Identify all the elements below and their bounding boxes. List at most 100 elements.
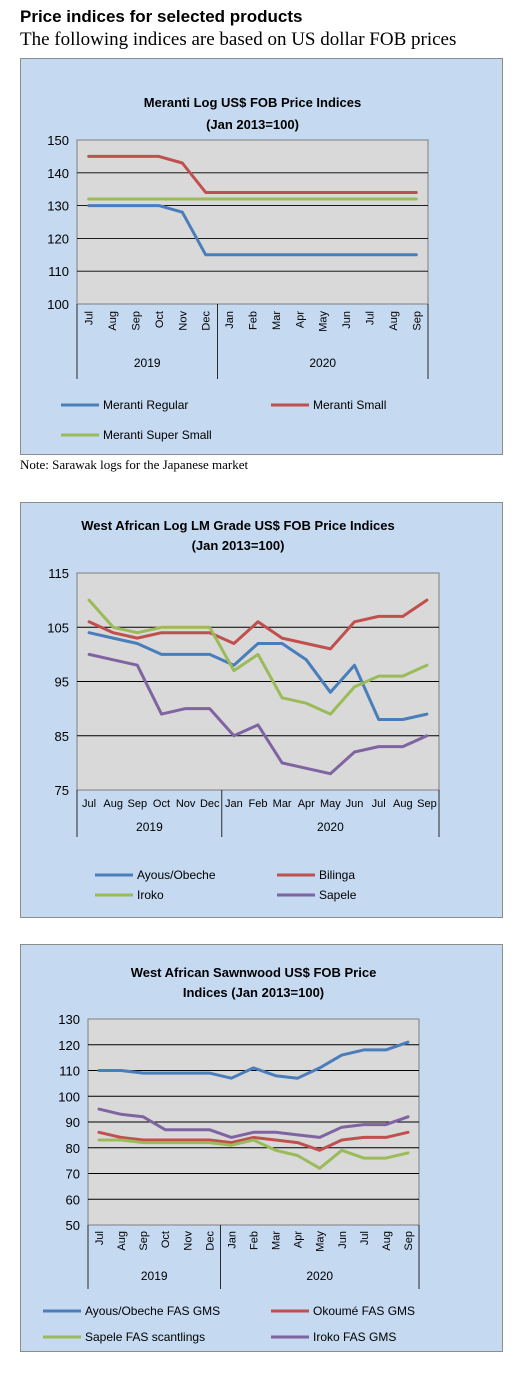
legend-label: Iroko FAS GMS <box>313 1330 396 1344</box>
x-tick-label: Aug <box>103 798 123 810</box>
x-tick-label: Dec <box>201 311 213 331</box>
x-tick-label: Sep <box>138 1231 150 1251</box>
legend-label: Sapele FAS scantlings <box>85 1330 205 1344</box>
x-tick-label: Mar <box>271 1231 283 1250</box>
x-tick-label: Aug <box>388 311 400 331</box>
x-tick-label: Jul <box>372 798 386 810</box>
x-tick-label: May <box>318 311 330 332</box>
legend-label: Meranti Small <box>313 398 386 412</box>
series-line-2 <box>87 154 418 194</box>
x-tick-label: Jul <box>94 1231 106 1245</box>
series-line-1 <box>97 1040 410 1080</box>
series-line-4 <box>87 652 429 776</box>
x-tick-label: Mar <box>271 311 283 330</box>
y-tick-label: 130 <box>47 199 69 214</box>
x-tick-label: Dec <box>204 1231 216 1251</box>
page-subheading: The following indices are based on US do… <box>20 29 457 50</box>
y-tick-label: 60 <box>66 1192 80 1207</box>
year-label: 2020 <box>306 1269 333 1283</box>
chart-title-line: (Jan 2013=100) <box>192 538 285 553</box>
chart-title-line: (Jan 2013=100) <box>206 117 299 132</box>
y-tick-label: 100 <box>58 1089 80 1104</box>
legend-label: Sapele <box>319 888 357 902</box>
chart-title-line: West African Sawnwood US$ FOB Price <box>131 965 377 980</box>
y-tick-label: 90 <box>66 1115 80 1130</box>
legend-label: Ayous/Obeche FAS GMS <box>85 1304 220 1318</box>
x-tick-label: May <box>315 1231 327 1252</box>
x-tick-label: Jul <box>82 798 96 810</box>
series-line-4 <box>97 1107 410 1139</box>
series-line-2 <box>97 1130 410 1152</box>
y-tick-label: 100 <box>47 297 69 312</box>
chart-title-line: Meranti Log US$ FOB Price Indices <box>144 95 361 110</box>
x-tick-label: May <box>320 798 341 810</box>
x-tick-label: Sep <box>411 311 423 331</box>
x-tick-label: Sep <box>417 798 437 810</box>
meranti-chart: Meranti Log US$ FOB Price Indices (Jan 20… <box>21 59 502 454</box>
y-tick-label: 105 <box>47 620 69 635</box>
y-tick-label: 70 <box>66 1167 80 1182</box>
x-tick-label: Jan <box>225 798 243 810</box>
legend-label: Bilinga <box>319 868 355 882</box>
x-tick-label: Apr <box>298 798 315 810</box>
plot-area <box>76 139 429 305</box>
series-line-1 <box>87 631 429 721</box>
x-tick-label: Nov <box>182 1231 194 1251</box>
x-tick-label: Jan <box>224 311 236 329</box>
x-tick-label: Jul <box>359 1231 371 1245</box>
year-label: 2019 <box>134 356 161 370</box>
y-tick-label: 110 <box>48 264 69 279</box>
chart-title-line: West African Log LM Grade US$ FOB Price … <box>81 518 395 533</box>
x-tick-label: Jun <box>337 1231 349 1249</box>
y-tick-label: 120 <box>58 1038 80 1053</box>
y-tick-label: 110 <box>59 1064 80 1079</box>
chart-note: Note: Sarawak logs for the Japanese mark… <box>20 457 249 472</box>
series-line-3 <box>97 1138 410 1170</box>
y-tick-label: 130 <box>58 1012 80 1027</box>
x-tick-label: Jun <box>346 798 364 810</box>
west-african-log-chart: West African Log LM Grade US$ FOB Price … <box>21 503 502 917</box>
x-tick-label: Dec <box>200 798 220 810</box>
west-african-log-chart-panel: West African Log LM Grade US$ FOB Price … <box>20 502 503 918</box>
page-heading: Price indices for selected products <box>20 7 303 26</box>
year-label: 2020 <box>317 820 344 834</box>
x-tick-label: Feb <box>248 311 260 330</box>
y-tick-label: 80 <box>66 1141 80 1156</box>
year-label: 2019 <box>136 820 163 834</box>
meranti-chart-panel: Meranti Log US$ FOB Price Indices (Jan 20… <box>20 58 503 455</box>
y-tick-label: 140 <box>47 166 69 181</box>
legend-label: Meranti Super Small <box>103 428 212 442</box>
y-tick-label: 115 <box>48 566 69 581</box>
x-tick-label: Mar <box>273 798 292 810</box>
west-african-sawnwood-chart: West African Sawnwood US$ FOB Price Indic… <box>21 945 502 1351</box>
y-tick-label: 85 <box>55 729 69 744</box>
x-tick-label: Oct <box>160 1231 172 1248</box>
x-tick-label: Aug <box>393 798 413 810</box>
x-tick-label: Sep <box>131 311 143 331</box>
x-tick-label: Apr <box>293 1231 305 1248</box>
x-tick-label: Aug <box>381 1231 393 1251</box>
legend-label: Meranti Regular <box>103 398 188 412</box>
x-tick-label: Jun <box>341 311 353 329</box>
series-line-1 <box>87 204 418 257</box>
x-tick-label: Nov <box>177 311 189 331</box>
y-tick-label: 75 <box>55 783 69 798</box>
west-african-sawnwood-chart-panel: West African Sawnwood US$ FOB Price Indic… <box>20 944 503 1352</box>
y-tick-label: 120 <box>47 231 69 246</box>
year-label: 2019 <box>141 1269 168 1283</box>
x-tick-label: Feb <box>249 798 268 810</box>
x-tick-label: Sep <box>128 798 148 810</box>
chart-title-line: Indices (Jan 2013=100) <box>183 985 324 1000</box>
y-tick-label: 150 <box>47 133 69 148</box>
x-tick-label: Apr <box>294 311 306 328</box>
y-tick-label: 50 <box>66 1218 80 1233</box>
x-tick-label: Jul <box>365 311 377 325</box>
x-tick-label: Feb <box>249 1231 261 1250</box>
x-tick-label: Oct <box>154 311 166 328</box>
x-tick-label: Oct <box>153 798 170 810</box>
legend-label: Okoumé FAS GMS <box>313 1304 415 1318</box>
x-tick-label: Aug <box>116 1231 128 1251</box>
x-tick-label: Jan <box>226 1231 238 1249</box>
y-tick-label: 95 <box>55 675 69 690</box>
x-tick-label: Aug <box>107 311 119 331</box>
